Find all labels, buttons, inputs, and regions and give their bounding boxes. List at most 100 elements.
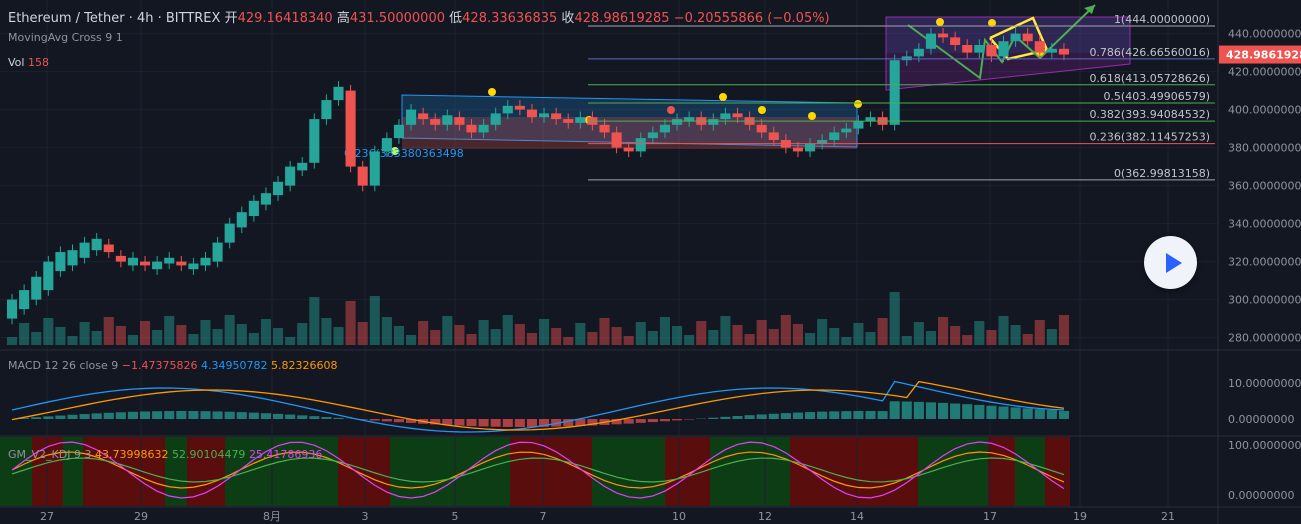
macd-hist-73 (889, 401, 900, 419)
candle-body-8 (103, 244, 114, 253)
marker-3 (758, 106, 766, 114)
macd-hist-62 (756, 414, 767, 419)
fib-label-6: 0(362.99813158) (1114, 167, 1210, 180)
candle-body-46 (563, 119, 574, 123)
volume-bar-33 (406, 335, 417, 345)
volume-bar-1 (19, 323, 30, 345)
kdj-tick-0: 100.00000000 (1228, 439, 1301, 452)
candle-body-1 (19, 290, 30, 310)
candle-body-73 (889, 60, 900, 125)
macd-hist-18 (224, 411, 235, 419)
candle-body-84 (1022, 33, 1033, 42)
macd-hist-82 (998, 406, 1009, 419)
volume-bar-68 (829, 328, 840, 345)
time-tick-1: 29 (134, 510, 148, 523)
macd-hist-15 (188, 411, 199, 419)
price-tick-3: 380.00000000 (1228, 142, 1301, 155)
macd-label: MACD 12 26 close 9 (8, 359, 119, 372)
kdj-label: GM_V2_KDJ 9 3 (8, 448, 92, 461)
macd-hist-74 (901, 401, 912, 419)
volume-bar-85 (1034, 320, 1045, 345)
volume-bar-41 (502, 315, 513, 345)
candle-body-22 (273, 181, 284, 196)
close-label: 收 (561, 11, 575, 26)
volume-bar-7 (91, 331, 102, 345)
volume-bar-51 (623, 336, 634, 345)
time-tick-6: 10 (672, 510, 686, 523)
price-tick-0: 440.00000000 (1228, 28, 1301, 41)
volume-bar-66 (805, 333, 816, 345)
indicator-label[interactable]: MovingAvg Cross 9 1 (8, 31, 123, 44)
macd-tick-0: 10.00000000 (1228, 377, 1301, 390)
candle-body-33 (406, 109, 417, 125)
macd-hist-53 (647, 419, 658, 423)
volume-bar-76 (925, 331, 936, 345)
change-value: −0.20555866 (−0.05%) (673, 11, 830, 26)
candle-body-7 (91, 238, 102, 251)
candle-body-49 (599, 124, 610, 133)
candle-body-12 (152, 261, 163, 270)
volume-bar-40 (490, 329, 501, 345)
macd-hist-48 (587, 419, 598, 426)
current-price-tag (1219, 45, 1301, 64)
candle-body-70 (853, 121, 864, 129)
macd-hist-66 (805, 412, 816, 419)
candle-body-0 (7, 299, 18, 319)
candle-body-20 (248, 200, 259, 216)
volume-bar-43 (526, 333, 537, 345)
volume-bar-23 (285, 337, 296, 345)
candle-body-40 (490, 113, 501, 125)
candle-body-82 (998, 41, 1009, 57)
volume-bar-15 (188, 334, 199, 345)
current-price-text: 428.98619285 (1226, 49, 1301, 62)
macd-legend[interactable]: MACD 12 26 close 9 −1.47375826 4.3495078… (8, 359, 337, 372)
volume-bar-59 (720, 316, 731, 345)
time-tick-9: 17 (983, 510, 997, 523)
candle-body-87 (1058, 48, 1069, 55)
volume-bar-49 (599, 318, 610, 345)
time-tick-11: 21 (1161, 510, 1175, 523)
volume-bar-87 (1058, 315, 1069, 345)
candle-body-15 (188, 263, 199, 270)
fib-label-1: 0.786(426.66560016) (1089, 46, 1210, 59)
price-tick-4: 360.00000000 (1228, 180, 1301, 193)
kdj-d-line (11, 457, 1065, 483)
macd-hist-19 (236, 412, 247, 419)
macd-hist-65 (792, 412, 803, 419)
volume-bar-62 (756, 320, 767, 345)
volume-bar-48 (587, 332, 598, 345)
green-arrowhead (1084, 5, 1095, 14)
time-tick-7: 12 (758, 510, 772, 523)
marker-4 (808, 112, 816, 120)
kdj-pane (11, 441, 1065, 499)
play-button[interactable] (1144, 236, 1197, 289)
candle-body-66 (805, 143, 816, 152)
macd-hist-67 (817, 411, 828, 419)
fib-label-5: 0.236(382.11457253) (1089, 131, 1210, 144)
candle-body-52 (635, 138, 646, 152)
macd-hist-60 (732, 416, 743, 419)
macd-value-3: 5.82326608 (270, 359, 338, 372)
volume-bar-4 (55, 327, 66, 345)
macd-hist-40 (490, 419, 501, 427)
volume-bar-69 (841, 337, 852, 345)
volume-bar-42 (514, 324, 525, 345)
high-label: 高 (336, 11, 350, 26)
candle-body-81 (986, 45, 997, 57)
macd-hist-70 (853, 411, 864, 419)
kdj-legend[interactable]: GM_V2_KDJ 9 3 43.73998632 52.90104479 25… (8, 448, 322, 461)
macd-value-2: 4.34950782 (201, 359, 268, 372)
volume-bar-86 (1046, 329, 1057, 345)
volume-legend[interactable]: Vol 158 (8, 56, 49, 69)
volume-bar-54 (659, 317, 670, 345)
time-tick-4: 5 (452, 510, 459, 523)
macd-hist-71 (865, 411, 876, 419)
macd-hist-17 (212, 411, 223, 419)
macd-hist-41 (502, 419, 513, 427)
candle-body-76 (925, 33, 936, 49)
candle-body-79 (962, 45, 973, 53)
vol-value: 158 (27, 56, 49, 69)
volume-bar-60 (732, 325, 743, 345)
candle-body-17 (212, 242, 223, 262)
